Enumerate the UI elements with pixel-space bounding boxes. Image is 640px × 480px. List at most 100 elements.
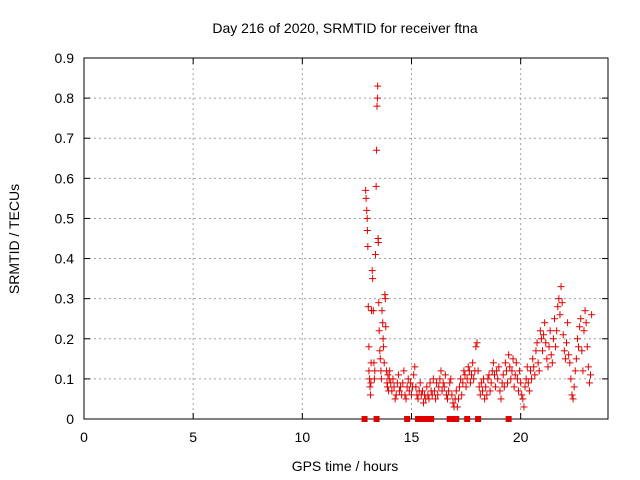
data-point [530, 363, 538, 371]
data-point [580, 327, 588, 335]
data-point [519, 395, 527, 403]
data-point [478, 387, 486, 395]
data-point [484, 375, 492, 383]
y-tick-label: 0.1 [55, 371, 75, 387]
data-point [483, 391, 491, 399]
data-point [528, 375, 536, 383]
data-point [549, 335, 557, 343]
data-point [508, 367, 516, 375]
data-point [397, 383, 405, 391]
data-point [466, 379, 474, 387]
data-point [410, 371, 418, 379]
data-point [414, 395, 422, 403]
data-point [412, 383, 420, 391]
data-point [575, 343, 583, 351]
data-point [456, 383, 464, 391]
x-tick-label: 0 [80, 429, 88, 445]
data-point [426, 379, 434, 387]
data-point [363, 206, 371, 214]
data-point [366, 383, 374, 391]
baseline-marker [505, 416, 512, 422]
data-point [542, 339, 550, 347]
x-tick-label: 5 [189, 429, 197, 445]
x-tick-label: 10 [295, 429, 311, 445]
data-point [430, 387, 438, 395]
data-point [444, 395, 452, 403]
data-point [463, 375, 471, 383]
data-point [481, 395, 489, 403]
data-point [577, 315, 585, 323]
data-point [569, 395, 577, 403]
data-point [567, 375, 575, 383]
data-point [452, 387, 460, 395]
data-point [371, 251, 379, 259]
data-point [404, 375, 412, 383]
data-point [461, 371, 469, 379]
data-point [583, 343, 591, 351]
tick-layer: 0 0.1 0.2 0.3 0.4 0.5 0.6 0.7 0.8 0.9 0 5 10 15 20 [55, 50, 608, 445]
baseline-marker [373, 416, 380, 422]
data-point [364, 243, 372, 251]
data-point [490, 371, 498, 379]
data-point [380, 343, 388, 351]
data-point [556, 311, 564, 319]
data-point [585, 379, 593, 387]
data-point [557, 283, 565, 291]
data-point [365, 343, 373, 351]
y-axis-label: SRMTID / TECUs [6, 184, 22, 294]
data-point [374, 82, 382, 90]
data-point [379, 335, 387, 343]
data-point [493, 367, 501, 375]
data-point [362, 194, 370, 202]
baseline-marker [361, 416, 368, 422]
data-point [383, 383, 391, 391]
data-point [446, 379, 454, 387]
data-point [434, 391, 442, 399]
data-point [571, 367, 579, 375]
data-point [447, 375, 455, 383]
data-point [380, 359, 388, 367]
data-point [509, 355, 517, 363]
data-point [496, 387, 504, 395]
data-point [441, 371, 449, 379]
data-point [368, 267, 376, 275]
data-point [506, 363, 514, 371]
data-point [541, 319, 549, 327]
data-point [482, 383, 490, 391]
baseline-marker [446, 416, 453, 422]
data-point [454, 395, 462, 403]
data-point [453, 403, 461, 411]
data-point [584, 363, 592, 371]
data-point [366, 391, 374, 399]
y-tick-label: 0.2 [55, 331, 75, 347]
data-point [462, 383, 470, 391]
data-point [529, 355, 537, 363]
y-tick-label: 0.7 [55, 130, 75, 146]
data-point [425, 395, 433, 403]
data-point [564, 319, 572, 327]
data-point [548, 359, 556, 367]
data-point [566, 359, 574, 367]
data-point [544, 363, 552, 371]
y-tick-label: 0 [66, 411, 74, 427]
y-tick-label: 0.6 [55, 170, 75, 186]
data-point [540, 331, 548, 339]
data-point [500, 383, 508, 391]
data-point [376, 355, 384, 363]
x-tick-label: 20 [513, 429, 529, 445]
data-point [399, 379, 407, 387]
data-point [537, 335, 545, 343]
data-point [382, 323, 390, 331]
data-point [363, 214, 371, 222]
data-point [457, 375, 465, 383]
data-point [464, 363, 472, 371]
data-point [507, 375, 515, 383]
data-point [375, 299, 383, 307]
data-point [534, 359, 542, 367]
data-point [468, 371, 476, 379]
data-point [578, 347, 586, 355]
data-point [473, 339, 481, 347]
x-tick-label: 15 [404, 429, 420, 445]
data-point [476, 391, 484, 399]
